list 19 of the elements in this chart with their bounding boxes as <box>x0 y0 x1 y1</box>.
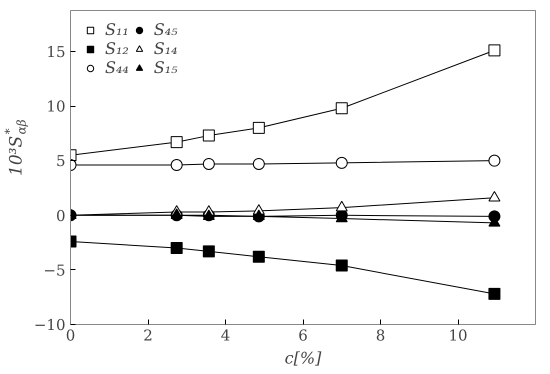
x-tick-label: 10 <box>448 326 468 344</box>
legend-label: S₁₄ <box>154 39 178 58</box>
y-tick-label: 0 <box>56 206 66 225</box>
legend-label: S₁₁ <box>105 20 129 39</box>
x-tick-label: 4 <box>220 326 230 344</box>
y-axis-title: 10³S*αβ <box>2 119 28 176</box>
y-tick-label: −10 <box>34 316 66 334</box>
legend-label: S₄₄ <box>105 58 129 77</box>
legend-label: S₄₅ <box>154 20 178 39</box>
y-tick-label: 10 <box>46 98 66 116</box>
legend-label: S₁₂ <box>105 39 129 58</box>
x-tick-label: 8 <box>376 326 386 344</box>
x-tick-label: 2 <box>143 326 153 344</box>
y-tick-label: −5 <box>43 261 66 280</box>
legend-label: S₁₅ <box>154 58 178 77</box>
x-tick-label: 6 <box>298 326 308 344</box>
y-tick-label: 5 <box>56 152 66 170</box>
y-tick-label: 15 <box>46 42 66 61</box>
x-axis-title: c[%] <box>284 348 322 368</box>
